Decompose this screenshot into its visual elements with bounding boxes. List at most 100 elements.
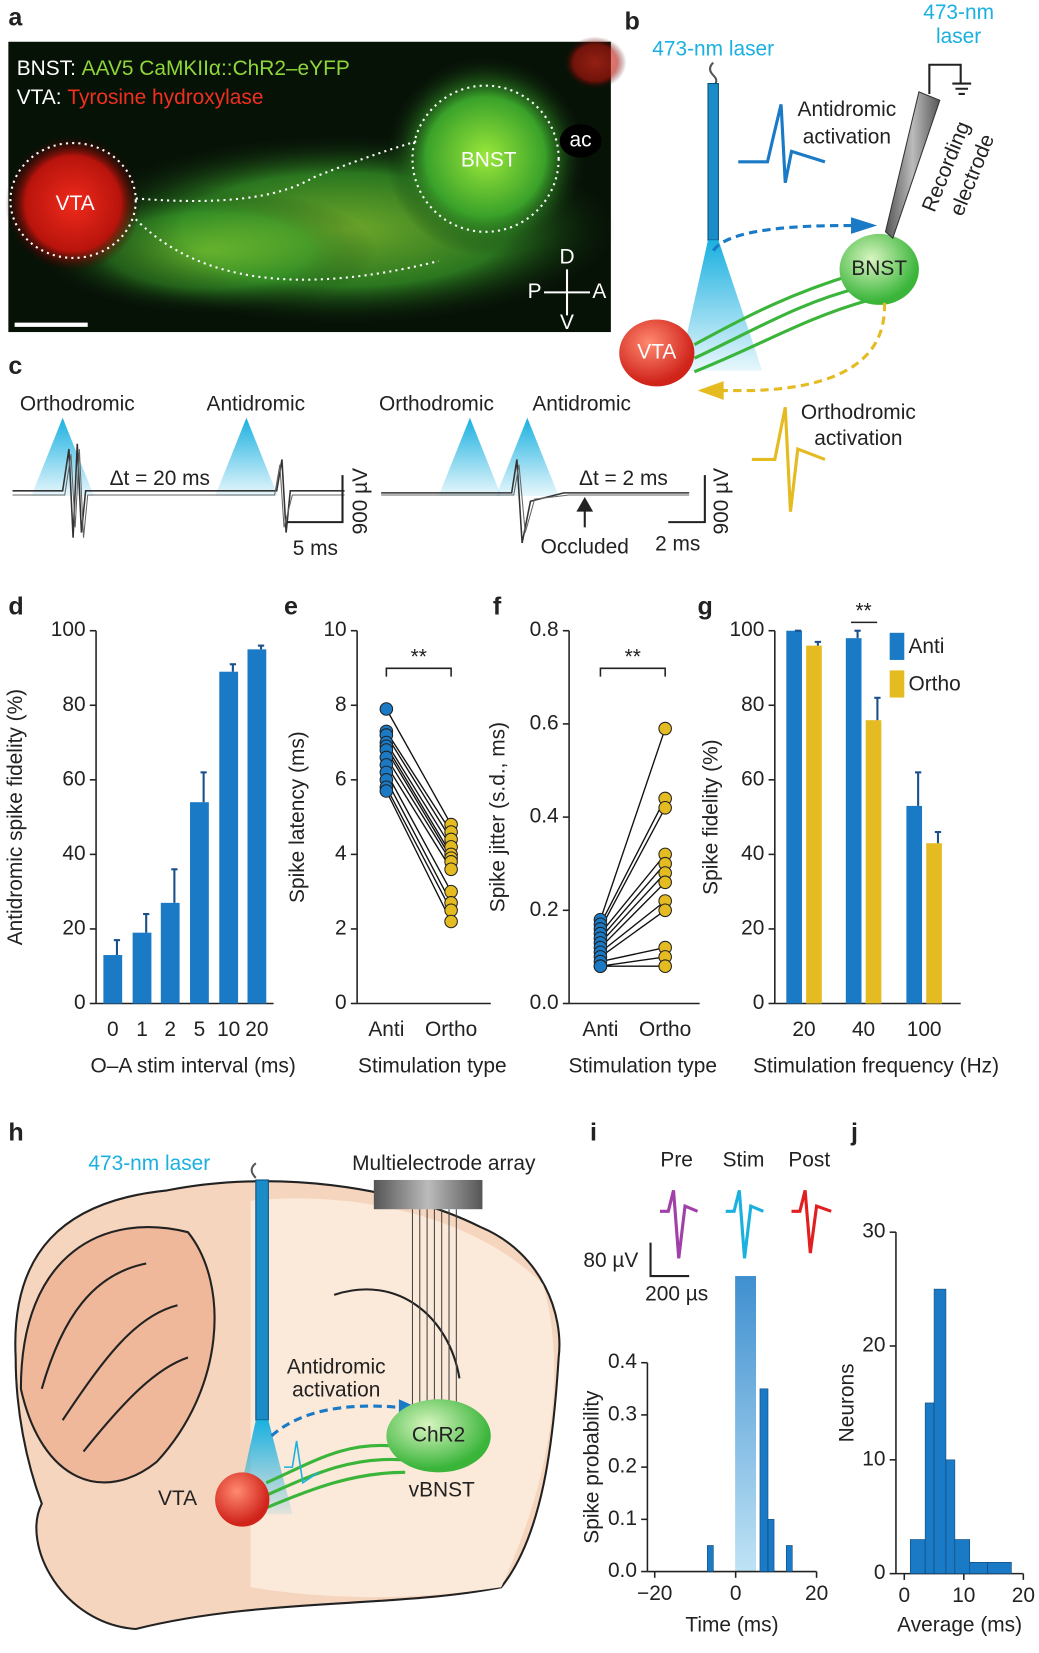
legend-label: Anti xyxy=(908,635,944,658)
x-axis-label: O–A stim interval (ms) xyxy=(91,1055,296,1078)
point xyxy=(658,903,672,918)
x-tick-label: 10 xyxy=(952,1584,975,1607)
pair-line xyxy=(385,745,452,855)
y-tick-label: 0.8 xyxy=(530,618,559,641)
x-tick-label: 5 xyxy=(194,1018,206,1041)
label: laser xyxy=(936,25,981,48)
label: VTA xyxy=(637,340,676,363)
pair-line xyxy=(599,807,666,930)
axis-label: V xyxy=(560,311,574,334)
label: BNST: AAV5 CaMKIIα::ChR2–eYFP xyxy=(17,56,350,79)
label: BNST: xyxy=(17,56,82,79)
x-tick-label: Anti xyxy=(582,1018,618,1041)
scale-label: 80 µV xyxy=(583,1249,638,1272)
y-tick-label: 6 xyxy=(335,767,347,790)
y-tick-label: 0 xyxy=(753,991,765,1014)
region-label: ac xyxy=(570,128,592,151)
significance: ** xyxy=(625,645,641,668)
x-axis-label: Average (ms) xyxy=(897,1613,1022,1636)
pair-line xyxy=(385,749,452,859)
panel-label: j xyxy=(850,1119,858,1147)
bar xyxy=(219,671,239,1004)
histogram-bar xyxy=(759,1388,769,1572)
label: 473-nm xyxy=(923,1,994,24)
y-tick-label: 30 xyxy=(862,1220,885,1243)
x-tick-label: 0 xyxy=(107,1018,119,1041)
pair-line xyxy=(385,786,452,911)
x-axis-label: Time (ms) xyxy=(685,1613,778,1636)
pair-line xyxy=(385,742,452,848)
x-tick-label: 100 xyxy=(907,1018,942,1041)
y-tick-label: 100 xyxy=(51,618,86,641)
label: Multielectrode array xyxy=(352,1152,536,1175)
y-tick-label: 80 xyxy=(62,693,85,716)
panel-label: e xyxy=(284,592,298,620)
histogram-bar xyxy=(987,1561,1012,1574)
histogram-bar xyxy=(933,1288,947,1574)
point xyxy=(658,800,672,815)
x-tick-label: Ortho xyxy=(425,1018,477,1041)
y-tick-label: 20 xyxy=(862,1334,885,1357)
y-axis-label: Spike latency (ms) xyxy=(286,731,309,903)
panel-label: i xyxy=(590,1119,597,1147)
significance-bracket xyxy=(599,667,666,677)
schematic xyxy=(619,61,972,512)
point xyxy=(658,959,672,974)
y-tick-label: 60 xyxy=(741,767,764,790)
point xyxy=(379,702,394,716)
label: Post xyxy=(788,1149,830,1172)
label: VTA: Tyrosine hydroxylase xyxy=(17,86,264,109)
y-tick-label: 2 xyxy=(335,916,347,939)
significance: ** xyxy=(411,645,427,668)
pair-line xyxy=(600,900,666,953)
traces xyxy=(12,417,706,544)
label: Occluded xyxy=(541,536,629,559)
axis-label: P xyxy=(528,280,542,303)
y-axis-label: Neurons xyxy=(835,1363,858,1442)
point xyxy=(444,884,458,899)
bar xyxy=(845,638,862,1004)
point xyxy=(444,862,458,877)
label: Antidromic xyxy=(798,98,897,121)
pair-line xyxy=(385,764,452,870)
point xyxy=(444,914,458,929)
label: Antidromic xyxy=(207,393,306,416)
histogram-bar xyxy=(785,1545,793,1572)
histogram-bar xyxy=(707,1545,714,1572)
significance: ** xyxy=(855,599,871,622)
x-tick-label: 1 xyxy=(136,1018,148,1041)
x-tick-label: 40 xyxy=(852,1018,875,1041)
label: Pre xyxy=(660,1149,693,1172)
label: Orthodromic xyxy=(20,393,135,416)
pair-line xyxy=(599,881,666,949)
label: Antidromic xyxy=(532,393,631,416)
bar xyxy=(865,720,882,1004)
x-tick-label: Ortho xyxy=(639,1018,691,1041)
x-tick-label: 20 xyxy=(805,1582,828,1605)
bar xyxy=(160,902,180,1004)
waveforms xyxy=(649,1190,832,1572)
label: activation xyxy=(803,125,891,148)
label: vBNST xyxy=(409,1479,475,1502)
y-tick-label: 40 xyxy=(741,842,764,865)
y-axis-label: Spike probability xyxy=(581,1390,604,1544)
x-axis-label: Stimulation frequency (Hz) xyxy=(753,1055,999,1078)
y-tick-label: 0 xyxy=(335,991,347,1014)
y-tick-label: 0.0 xyxy=(530,991,559,1014)
panel-label: h xyxy=(8,1119,23,1147)
label: AAV5 CaMKIIα::ChR2–eYFP xyxy=(82,56,350,79)
bar xyxy=(103,955,123,1004)
legend-swatch xyxy=(889,670,905,698)
panel-label: b xyxy=(624,8,639,36)
x-tick-label: 2 xyxy=(164,1018,176,1041)
panel-label: d xyxy=(8,592,23,620)
pair-line xyxy=(385,790,452,922)
y-axis-label: Spike jitter (s.d., ms) xyxy=(487,722,510,912)
label: Orthodromic xyxy=(801,401,916,424)
brain-schematic xyxy=(14,1162,561,1631)
y-axis-label: Spike fidelity (%) xyxy=(700,739,723,894)
x-tick-label: 10 xyxy=(217,1018,240,1041)
pair-line xyxy=(600,956,666,967)
panel-label: f xyxy=(493,592,502,620)
pair-line xyxy=(599,863,666,939)
